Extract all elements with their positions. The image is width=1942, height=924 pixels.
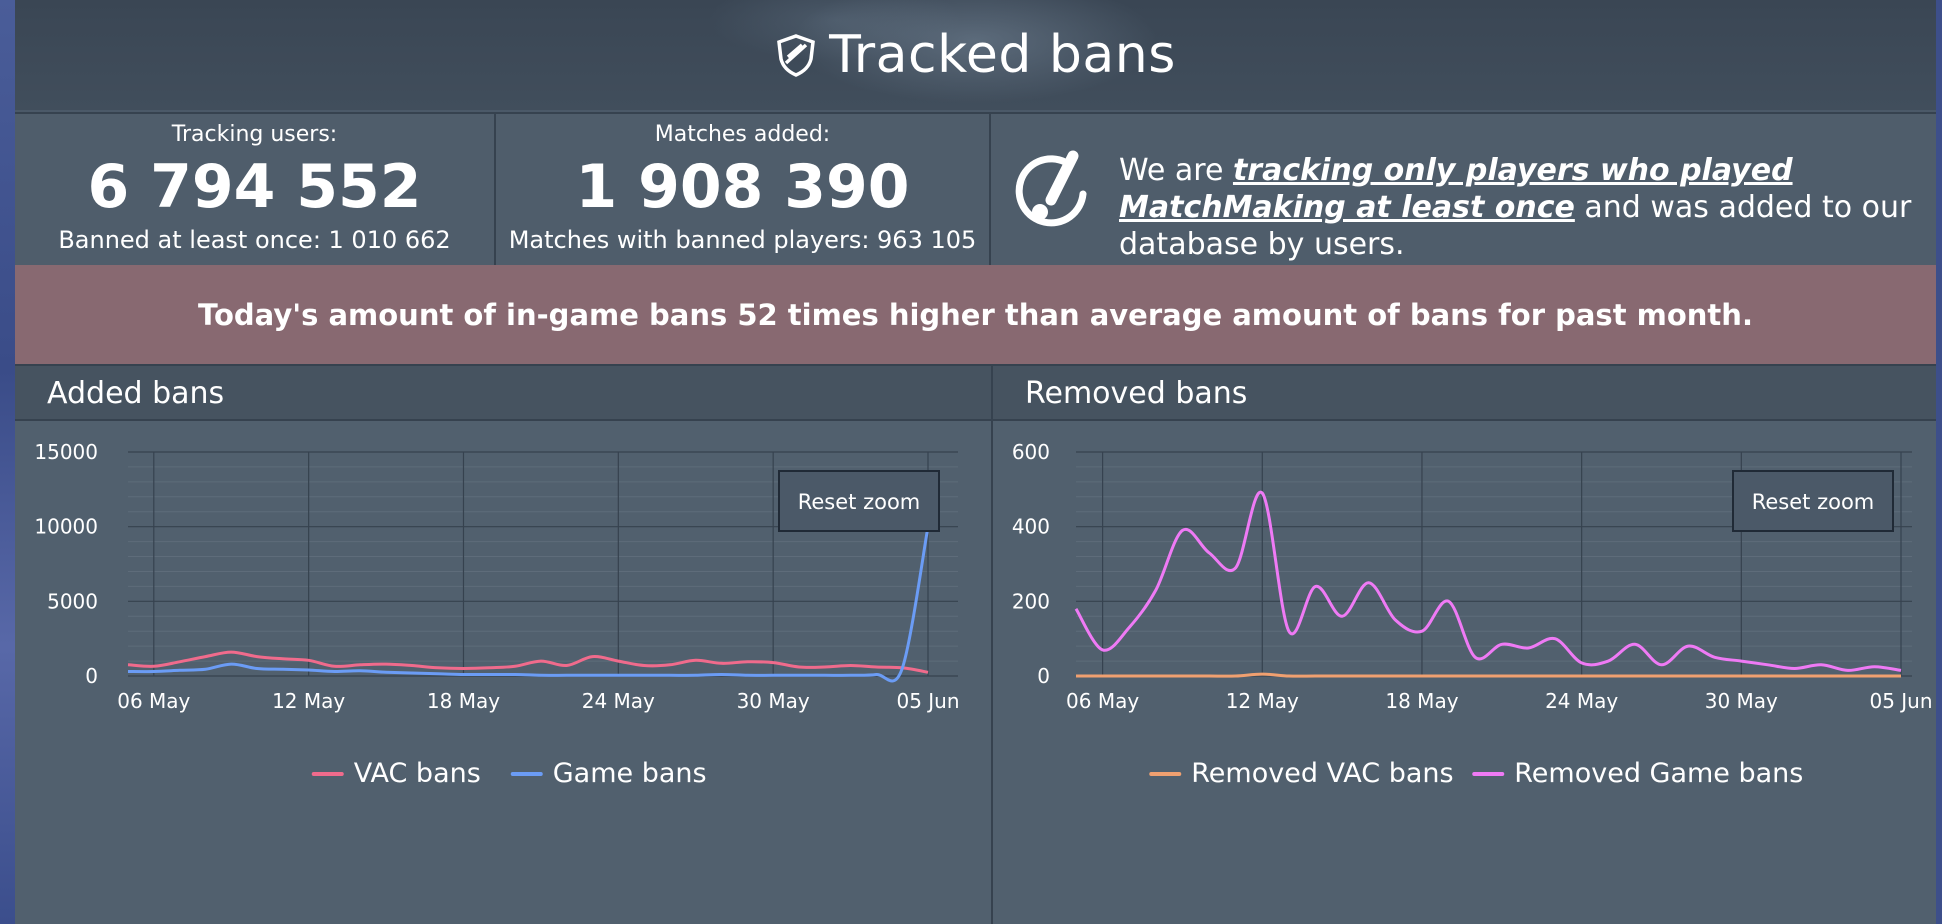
alert-check-icon [1015, 150, 1087, 227]
ban-alert-banner: Today's amount of in-game bans 52 times … [15, 265, 1936, 366]
y-tick-label: 0 [1037, 664, 1050, 688]
notice-link[interactable]: tracking only players who played MatchMa… [1119, 153, 1793, 225]
x-tick-label: 12 May [1226, 689, 1299, 713]
y-tick-label: 200 [1012, 589, 1050, 613]
shield-icon [777, 34, 816, 77]
panel-title: Added bans [47, 376, 225, 411]
stat-label: Matches added: [654, 122, 831, 147]
x-tick-label: 24 May [1545, 689, 1618, 713]
legend-label: VAC bans [354, 758, 481, 789]
y-tick-label: 600 [1012, 440, 1050, 464]
stat-sub-label: Matches with banned players: 963 105 [508, 226, 977, 254]
stats-bar: Tracking users: 6 794 552 Banned at leas… [15, 112, 1936, 267]
removed-bans-panel: Removed bans 0 200 400 600 06 May 12 May 18 Ma… [993, 366, 1936, 924]
x-tick-label: 30 May [737, 689, 810, 713]
x-tick-label: 18 May [427, 689, 500, 713]
stat-matches-added: Matches added: 1 908 390 Matches with ba… [496, 114, 991, 265]
tracking-notice: We are tracking only players who played … [991, 114, 1936, 265]
legend-item[interactable]: VAC bans [311, 758, 481, 789]
stat-sub-label: Banned at least once: 1 010 662 [58, 226, 451, 254]
reset-zoom-label: Reset zoom [798, 490, 921, 514]
series-line-2[interactable] [1074, 490, 1902, 672]
added-bans-chart[interactable]: 0 5000 10000 15000 06 May 12 May 18 May 24 May 3… [15, 421, 991, 924]
legend-label: Removed VAC bans [1191, 758, 1453, 789]
x-tick-label: 30 May [1705, 689, 1778, 713]
reset-zoom-button-bg [1732, 470, 1894, 532]
panel-header: Removed bans [993, 366, 1936, 421]
y-tick-label: 0 [85, 664, 98, 688]
series-line-2[interactable] [127, 526, 930, 683]
notice-text-post: and was added to our database by users. [1119, 190, 1912, 262]
x-tick-label: 24 May [582, 689, 655, 713]
panel-divider [991, 366, 993, 924]
page-header: Tracked bans [15, 0, 1936, 110]
panel-header: Added bans [15, 366, 991, 421]
x-tick-label: 06 May [1066, 689, 1139, 713]
page-background-right [1936, 0, 1942, 924]
stat-tracking-users: Tracking users: 6 794 552 Banned at leas… [15, 114, 496, 265]
alert-text: Today's amount of in-game bans 52 times … [198, 297, 1753, 332]
page-title-text: Tracked bans [829, 25, 1176, 85]
legend-label: Game bans [553, 758, 707, 789]
y-tick-label: 15000 [34, 440, 98, 464]
notice-text: We are tracking only players who played … [1119, 152, 1919, 263]
series-line-1[interactable] [1076, 672, 1901, 678]
x-tick-label: 05 Jun [896, 689, 959, 713]
y-tick-label: 10000 [34, 515, 98, 539]
y-tick-label: 400 [1012, 515, 1050, 539]
removed-bans-chart[interactable]: 0 200 400 600 06 May 12 May 18 May 24 May 30 May… [993, 421, 1936, 924]
legend-item[interactable]: Game bans [510, 758, 707, 789]
reset-zoom-button[interactable]: Reset zoom [778, 470, 940, 532]
series-line-1[interactable] [127, 650, 929, 674]
stat-label: Tracking users: [171, 122, 338, 147]
notice-text-pre: We are [1119, 153, 1233, 188]
reset-zoom-button[interactable]: Reset zoom [1732, 470, 1894, 532]
added-bans-panel: Added bans 0 5000 10000 15000 06 May 12 May 18… [15, 366, 991, 924]
reset-zoom-button-bg [778, 470, 940, 532]
x-tick-label: 06 May [117, 689, 190, 713]
y-tick-label: 5000 [47, 589, 98, 613]
x-tick-label: 05 Jun [1869, 689, 1932, 713]
panel-title: Removed bans [1025, 376, 1248, 411]
x-tick-label: 18 May [1385, 689, 1458, 713]
stat-value: 6 794 552 [87, 152, 422, 222]
legend-item[interactable]: Removed VAC bans [1149, 758, 1454, 789]
tracked-bans-page: Tracked bans Tracking users: 6 794 552 B… [15, 0, 1936, 924]
page-title: Tracked bans [775, 25, 1176, 85]
reset-zoom-label: Reset zoom [1752, 490, 1875, 514]
legend-label: Removed Game bans [1514, 758, 1803, 789]
stat-value: 1 908 390 [575, 152, 910, 222]
page-background-left [0, 0, 15, 924]
legend-item[interactable]: Removed Game bans [1472, 758, 1803, 789]
x-tick-label: 12 May [272, 689, 345, 713]
